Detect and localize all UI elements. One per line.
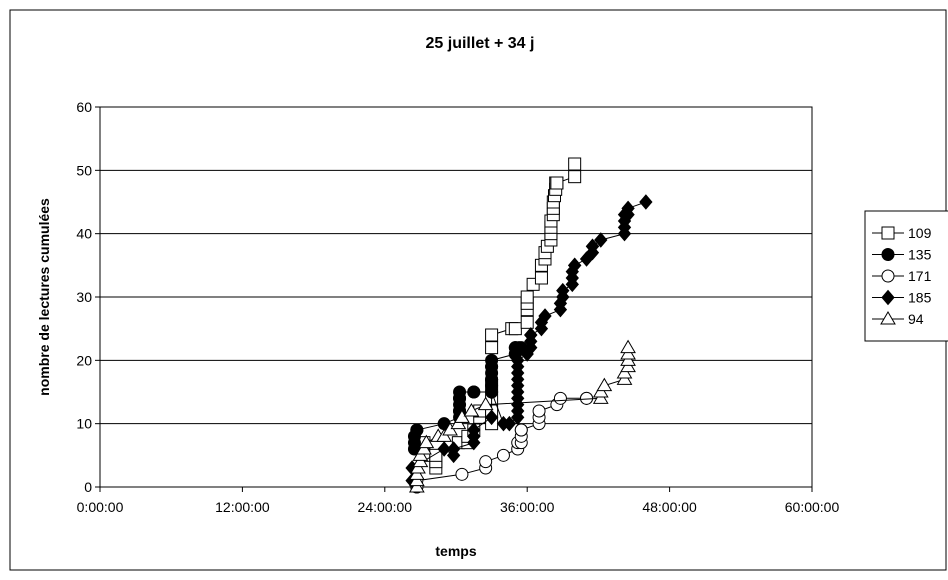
data-point-94	[596, 377, 613, 392]
x-tick-label: 48:00:00	[642, 499, 697, 515]
data-point-171	[580, 391, 594, 405]
legend-item-185: 185	[872, 290, 932, 306]
x-tick-label: 60:00:00	[785, 499, 840, 515]
legend-item-94: 94	[872, 311, 924, 327]
legend-label: 94	[908, 311, 924, 327]
data-point-185	[585, 238, 600, 255]
y-tick-label: 40	[76, 226, 92, 242]
y-tick-label: 50	[76, 162, 92, 178]
data-point-109	[485, 328, 499, 342]
x-axis-label: temps	[435, 543, 476, 559]
data-point-185	[437, 441, 451, 457]
legend-marker-94	[880, 311, 896, 325]
series-185	[405, 194, 653, 489]
x-tick-label: 24:00:00	[358, 499, 413, 515]
legend-marker-185	[881, 289, 895, 306]
legend-label: 135	[908, 247, 932, 263]
data-point-185	[639, 194, 653, 210]
data-point-171	[479, 455, 493, 469]
data-point-185	[467, 422, 481, 438]
chart-title: 25 juillet + 34 j	[426, 35, 535, 52]
data-point-185	[524, 327, 538, 343]
data-point-94	[620, 339, 636, 354]
legend-marker-135	[881, 248, 895, 261]
data-point-185	[446, 441, 461, 457]
x-axis: 0:00:00 12:00:00 24:00:00 36:00:00 48:00:00 6…	[77, 487, 840, 515]
legend-label: 171	[908, 268, 932, 284]
data-point-135	[410, 423, 424, 437]
data-point-171	[553, 391, 567, 405]
data-point-185	[556, 282, 570, 299]
x-tick-label: 12:00:00	[215, 499, 270, 515]
x-tick-label: 36:00:00	[500, 499, 555, 515]
legend-item-109: 109	[872, 225, 932, 241]
legend: 109 135 171 185 94	[864, 210, 948, 342]
legend-label: 109	[908, 225, 932, 241]
series-94	[408, 339, 636, 493]
data-point-185	[484, 384, 499, 400]
data-point-94	[477, 396, 494, 411]
data-point-185	[621, 200, 635, 217]
data-point-171	[455, 467, 469, 481]
y-tick-label: 30	[76, 289, 92, 305]
y-tick-label: 60	[76, 99, 92, 115]
data-point-135	[467, 385, 481, 399]
data-point-185	[511, 352, 525, 369]
y-tick-label: 0	[84, 479, 92, 495]
data-point-185	[594, 232, 608, 248]
data-point-171	[496, 448, 510, 462]
series-layer	[405, 157, 653, 494]
data-point-171	[532, 404, 546, 418]
data-point-109	[520, 290, 534, 304]
data-point-109	[534, 271, 548, 285]
legend-items: 109 135 171 185 94	[872, 225, 932, 327]
data-point-109	[508, 322, 522, 336]
y-tick-label: 20	[76, 352, 92, 368]
legend-item-171: 171	[872, 268, 932, 284]
data-point-109	[568, 170, 582, 184]
data-point-94	[463, 403, 480, 417]
y-axis: 0 10 20 30 40 50 60	[76, 99, 100, 495]
data-point-185	[484, 409, 499, 426]
data-point-185	[568, 257, 582, 274]
data-point-185	[502, 415, 517, 432]
legend-marker-109	[881, 226, 895, 240]
x-tick-label: 0:00:00	[77, 499, 124, 515]
data-point-109	[550, 176, 564, 190]
legend-label: 185	[908, 290, 932, 306]
series-109	[417, 157, 582, 475]
data-point-109	[568, 157, 582, 171]
data-point-135	[453, 385, 467, 399]
legend-marker-171	[881, 269, 895, 283]
y-axis-label: nombre de lectures cumulées	[36, 198, 52, 396]
data-point-135	[485, 353, 499, 367]
data-point-185	[538, 308, 552, 324]
data-point-171	[514, 423, 528, 437]
y-tick-label: 10	[76, 416, 92, 432]
data-point-109	[485, 341, 499, 355]
legend-item-135: 135	[872, 247, 932, 263]
data-point-94	[418, 434, 435, 449]
data-point-109	[520, 315, 534, 329]
grid-lines	[100, 169, 812, 425]
